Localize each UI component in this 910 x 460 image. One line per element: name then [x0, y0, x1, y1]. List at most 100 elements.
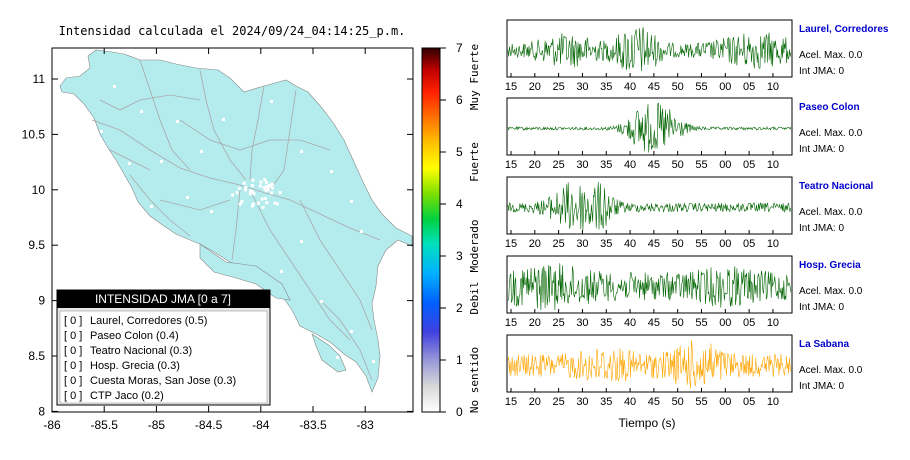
legend-item-intensity: [ 0 ] [64, 330, 82, 342]
colorbar-tick-label: 0 [456, 405, 463, 419]
station-intensity: Int JMA: 0 [799, 302, 844, 313]
town-marker [267, 184, 271, 188]
town-marker [244, 185, 248, 189]
road [319, 299, 373, 381]
town-marker [210, 210, 213, 213]
seismogram-tick-label: 55 [695, 238, 707, 250]
town-marker [160, 160, 163, 163]
seismogram-frame [506, 176, 793, 235]
road [299, 199, 373, 331]
town-marker [260, 197, 264, 201]
town-marker [270, 191, 274, 195]
seismogram-tick-label: 00 [719, 317, 731, 329]
costa-rica-land [59, 49, 413, 393]
town-marker [222, 118, 225, 121]
seismogram-xlabel: Tiempo (s) [619, 416, 676, 430]
seismogram-frame [506, 97, 793, 156]
town-marker [263, 186, 267, 190]
seismogram-tick-label: 40 [624, 317, 636, 329]
town-marker [263, 196, 267, 200]
seismogram-tick-label: 30 [576, 159, 588, 171]
map-x-tick-label: -85.5 [91, 418, 119, 432]
town-marker [264, 185, 268, 189]
town-marker [275, 202, 279, 206]
town-marker [128, 162, 131, 165]
seismogram-tick-label: 50 [672, 238, 684, 250]
town-marker [238, 202, 242, 206]
town-marker [242, 181, 246, 185]
seismogram-panels: 15 20 25 30 35 40 45 50 55 00 05 10 Laurel, Corredor… [505, 19, 889, 408]
seismogram-tick-label: 45 [648, 81, 660, 93]
seismogram-tick-label: 10 [767, 159, 779, 171]
town-marker [256, 201, 260, 205]
town-marker [249, 189, 253, 193]
seismogram-tick-label: 25 [553, 159, 565, 171]
town-marker [259, 180, 263, 184]
map-y-tick-label: 10.5 [22, 127, 46, 141]
legend-item-label: Hosp. Grecia (0.3) [90, 360, 180, 372]
intensity-legend: INTENSIDAD JMA [0 a 7] [ 0 ] Laurel, Corr… [56, 289, 271, 406]
waveform [507, 102, 792, 153]
map-title: Intensidad calculada el 2024/09/24_04:14… [59, 24, 406, 38]
map-x-tick-label: -85 [148, 418, 166, 432]
seismogram-tick-label: 25 [553, 81, 565, 93]
town-marker [278, 191, 282, 195]
town-marker [300, 150, 303, 153]
seismogram-tick-label: 15 [505, 81, 517, 93]
town-marker [330, 170, 333, 173]
town-marker [320, 300, 323, 303]
town-marker [264, 189, 268, 193]
seismogram-tick-label: 45 [648, 317, 660, 329]
colorbar-tick-label: 6 [456, 93, 463, 107]
town-marker [100, 130, 103, 133]
seismogram-tick-label: 20 [529, 238, 541, 250]
seismogram-tick-label: 05 [743, 81, 755, 93]
town-marker [270, 186, 274, 190]
map-y-tick-label: 8 [38, 404, 45, 418]
osa-peninsula [311, 333, 347, 373]
town-marker [273, 201, 277, 205]
waveform [507, 27, 792, 72]
waveform [507, 182, 792, 231]
seismogram-tick-label: 20 [529, 396, 541, 408]
seismogram-tick-label: 05 [743, 317, 755, 329]
station-accel: Acel. Max. 0.0 [799, 50, 863, 61]
seismogram-tick-label: 50 [672, 396, 684, 408]
town-marker [300, 240, 303, 243]
town-marker [113, 85, 116, 88]
map-y-tick-label: 11 [33, 72, 46, 86]
colorbar-tick-label: 5 [456, 145, 463, 159]
waveform [507, 263, 792, 311]
legend-item-intensity: [ 0 ] [64, 360, 82, 372]
road [199, 69, 247, 181]
seismogram-tick-label: 20 [529, 81, 541, 93]
map-x-tick-label: -86 [43, 418, 61, 432]
seismogram-tick-label: 50 [672, 159, 684, 171]
seismogram-tick-label: 55 [695, 317, 707, 329]
legend-item-intensity: [ 0 ] [64, 390, 82, 402]
road [129, 174, 191, 237]
road [109, 149, 151, 171]
seismogram-tick-label: 05 [743, 159, 755, 171]
seismogram-tick-label: 25 [553, 238, 565, 250]
road [179, 119, 331, 151]
station-intensity: Int JMA: 0 [799, 144, 844, 155]
seismogram-tick-label: 55 [695, 159, 707, 171]
town-marker [265, 201, 269, 205]
town-marker [350, 330, 353, 333]
seismogram-tick-label: 10 [767, 81, 779, 93]
road [159, 199, 231, 211]
station-name: Teatro Nacional [799, 181, 873, 192]
station-name: Hosp. Grecia [799, 260, 861, 271]
colorbar-gradient [421, 47, 441, 413]
seismogram-tick-label: 30 [576, 81, 588, 93]
station-name: Laurel, Corredores [799, 24, 889, 35]
seismogram-tick-label: 15 [505, 317, 517, 329]
seismogram-tick-label: 00 [719, 238, 731, 250]
seismogram-tick-label: 15 [505, 396, 517, 408]
colorbar-label: Fuerte [468, 142, 481, 182]
town-marker [248, 192, 252, 196]
seismogram-panel: 15 20 25 30 35 40 45 50 55 00 05 10 La Sabana Acel. M… [505, 334, 863, 408]
legend-list-bg [59, 310, 268, 404]
map-panel: -86 -85.5 -85 -84.5 -84 -83.5 -83 11 10.5 10 9.5 9… [22, 47, 414, 432]
